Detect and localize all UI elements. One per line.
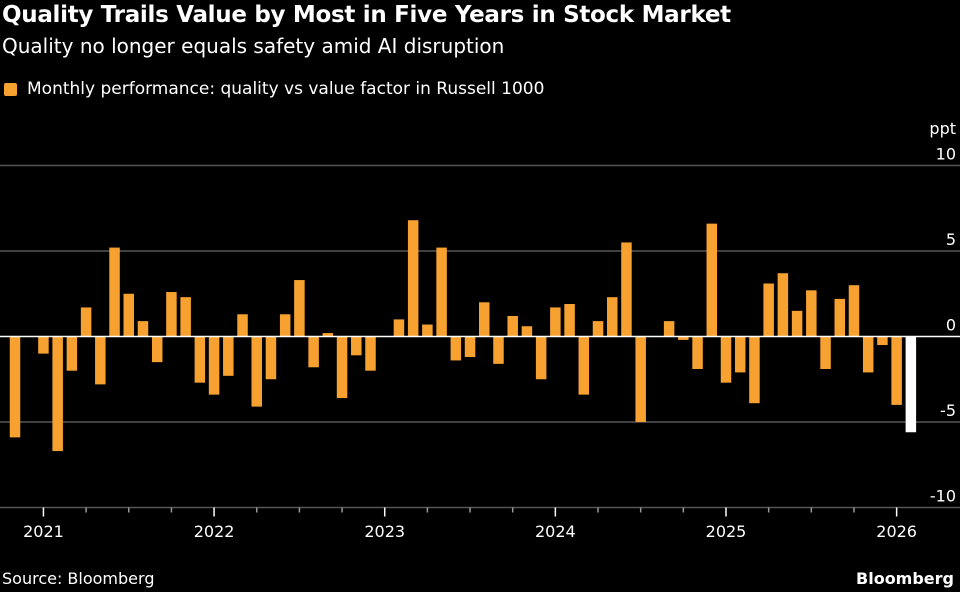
bar [692,336,703,369]
source-note: Source: Bloomberg [2,569,155,588]
x-tick-label: 2025 [706,522,747,541]
bar [123,293,135,337]
legend: Monthly performance: quality vs value fa… [4,79,544,99]
x-tick-label: 2026 [876,522,917,541]
bar [479,302,490,337]
x-tick-label: 2024 [535,522,576,541]
bar [265,336,277,380]
y-tick-label: 10 [936,145,956,164]
bar [521,326,533,337]
bar [592,321,604,337]
bar [237,314,248,337]
bar [749,336,760,404]
bar [151,336,163,363]
bar [308,336,319,368]
bar [535,336,547,380]
bar [606,297,618,337]
chart-title: Quality Trails Value by Most in Five Yea… [2,2,731,28]
legend-label: Monthly performance: quality vs value fa… [27,79,545,99]
brand-logo: Bloomberg [856,569,954,588]
bar [66,336,78,371]
bar [806,290,817,337]
bar [791,310,803,337]
bar [393,319,405,337]
y-tick-label: -5 [940,401,956,420]
bar [450,336,462,361]
bar [734,336,746,373]
bar [621,242,632,337]
bar [223,336,234,376]
bar [663,321,675,337]
y-tick-label: 0 [946,316,956,335]
bar [678,336,689,340]
bar [905,336,917,433]
bar [137,321,149,337]
x-tick-label: 2022 [194,522,235,541]
bar [564,304,575,337]
y-tick-label: 5 [946,230,956,249]
bar [507,315,518,337]
bar [109,247,120,337]
bar [407,220,419,337]
bar [891,336,902,405]
bar [777,273,789,337]
bar [464,336,476,358]
x-tick-label: 2023 [364,522,405,541]
y-axis-unit: ppt [929,119,956,138]
bar [180,297,191,337]
legend-swatch [4,82,17,96]
bar [95,336,106,385]
bar [38,336,49,354]
y-tick-label: -10 [930,487,956,506]
bar [877,336,888,346]
bar [550,307,561,337]
x-tick-label: 2021 [23,522,64,541]
bar [322,333,334,337]
bar [279,314,291,337]
bar [763,283,774,337]
bar [365,336,376,371]
bar [294,280,305,337]
bar [578,336,590,395]
bar [848,285,860,337]
bar [862,336,874,373]
bar [336,336,348,399]
bar [820,336,831,369]
bar [351,336,362,356]
bar [834,298,846,337]
bar [436,247,447,337]
bar [706,223,718,337]
bar [251,336,262,407]
bar [493,336,504,364]
bar [166,292,177,337]
bar [720,336,732,383]
bar [80,307,92,337]
bar [52,336,63,452]
bar [194,336,206,383]
bar [208,336,220,395]
bar [422,324,433,337]
bar [9,336,21,438]
chart-subtitle: Quality no longer equals safety amid AI … [2,34,505,58]
bar [635,336,646,422]
